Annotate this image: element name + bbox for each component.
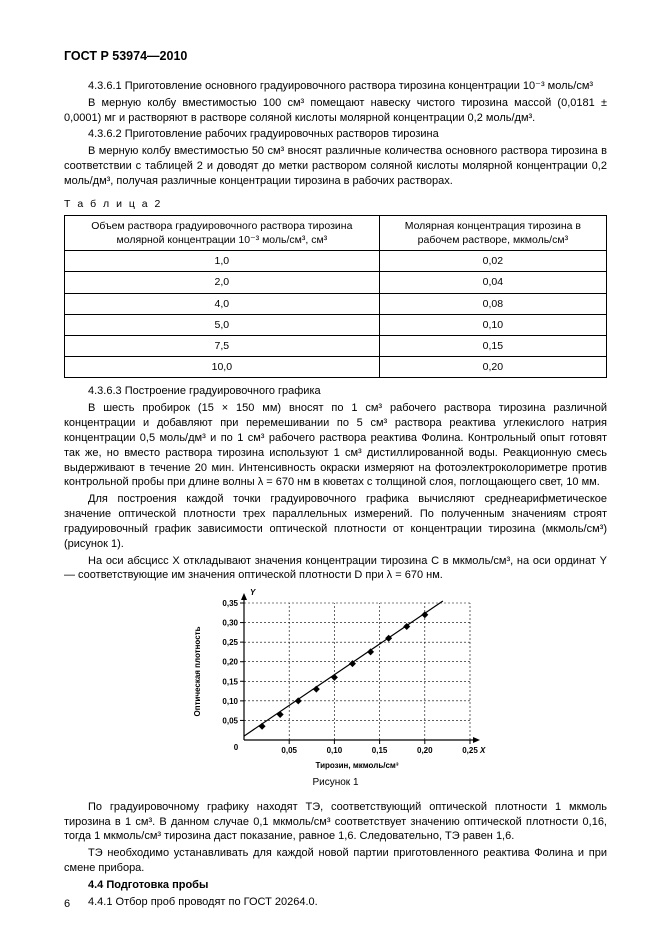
para-4362a: В мерную колбу вместимостью 50 см³ внося… (64, 144, 607, 189)
svg-text:X: X (479, 746, 486, 755)
svg-text:0,30: 0,30 (222, 619, 238, 628)
table-row: 7,50,15 (65, 335, 607, 356)
svg-text:0: 0 (233, 743, 238, 752)
para-4361: 4.3.6.1 Приготовление основного градуиро… (64, 79, 607, 94)
table-cell: 0,08 (379, 293, 606, 314)
svg-text:0,10: 0,10 (222, 697, 238, 706)
table-row: 5,00,10 (65, 314, 607, 335)
para-after-2: ТЭ необходимо устанавливать для каждой н… (64, 846, 607, 876)
svg-text:Тирозин, мкмоль/см³: Тирозин, мкмоль/см³ (315, 761, 398, 770)
col1-header: Объем раствора градуировочного раствора … (65, 215, 380, 250)
table-row: 10,00,20 (65, 357, 607, 378)
para-441: 4.4.1 Отбор проб проводят по ГОСТ 20264.… (64, 895, 607, 910)
calibration-chart: 0 0,05 0,10 0,15 0,20 0,25 0,05 0,10 0,15 0,20 0,2… (186, 589, 486, 774)
svg-text:0,20: 0,20 (417, 746, 433, 755)
svg-text:Y: Y (250, 589, 256, 597)
para-4362: 4.3.6.2 Приготовление рабочих градуирово… (64, 127, 607, 142)
svg-text:0,15: 0,15 (371, 746, 387, 755)
table-cell: 0,20 (379, 357, 606, 378)
table-caption: Т а б л и ц а 2 (64, 197, 607, 211)
table-row: 4,00,08 (65, 293, 607, 314)
svg-text:0,25: 0,25 (222, 638, 238, 647)
table-cell: 0,02 (379, 251, 606, 272)
para-after-1: По градуировочному графику находят ТЭ, с… (64, 800, 607, 845)
col2-header: Молярная концентрация тирозина в рабочем… (379, 215, 606, 250)
table-cell: 4,0 (65, 293, 380, 314)
svg-text:0,25: 0,25 (462, 746, 478, 755)
section-4-4: 4.4 Подготовка пробы (64, 878, 607, 893)
table-row: 2,00,04 (65, 272, 607, 293)
svg-text:0,05: 0,05 (281, 746, 297, 755)
page: ГОСТ Р 53974—2010 4.3.6.1 Приготовление … (0, 0, 661, 936)
para-4363b: Для построения каждой точки градуировочн… (64, 492, 607, 551)
table-cell: 7,5 (65, 335, 380, 356)
table-header-row: Объем раствора градуировочного раствора … (65, 215, 607, 250)
table-cell: 0,04 (379, 272, 606, 293)
sec-44-title: 4.4 Подготовка пробы (88, 879, 208, 891)
svg-text:0,35: 0,35 (222, 599, 238, 608)
para-4361a: В мерную колбу вместимостью 100 см³ поме… (64, 96, 607, 126)
figure-caption: Рисунок 1 (64, 776, 607, 790)
table-cell: 0,10 (379, 314, 606, 335)
svg-text:0,10: 0,10 (326, 746, 342, 755)
table-2: Объем раствора градуировочного раствора … (64, 215, 607, 378)
para-4363: 4.3.6.3 Построение градуировочного графи… (64, 384, 607, 399)
table-cell: 5,0 (65, 314, 380, 335)
svg-text:0,05: 0,05 (222, 717, 238, 726)
para-4363c: На оси абсцисс X откладывают значения ко… (64, 554, 607, 584)
chart-container: 0 0,05 0,10 0,15 0,20 0,25 0,05 0,10 0,15 0,20 0,2… (64, 589, 607, 774)
table-cell: 10,0 (65, 357, 380, 378)
para-4363a: В шесть пробирок (15 × 150 мм) вносят по… (64, 401, 607, 490)
svg-text:0,15: 0,15 (222, 678, 238, 687)
svg-text:0,20: 0,20 (222, 658, 238, 667)
table-cell: 2,0 (65, 272, 380, 293)
page-number: 6 (64, 897, 70, 912)
table-cell: 0,15 (379, 335, 606, 356)
table-cell: 1,0 (65, 251, 380, 272)
document-header: ГОСТ Р 53974—2010 (64, 48, 607, 65)
table-row: 1,00,02 (65, 251, 607, 272)
svg-text:Оптическая плотность: Оптическая плотность (193, 627, 202, 717)
